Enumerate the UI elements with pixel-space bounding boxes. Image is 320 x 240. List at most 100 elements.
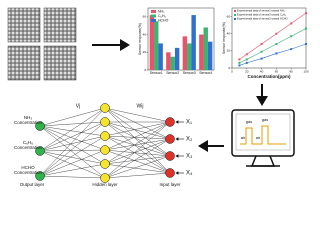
connection (39, 135, 106, 177)
output-node (35, 121, 45, 131)
x-tick-label: Sensor1 (150, 71, 163, 75)
legend-swatch (234, 14, 236, 16)
connection (104, 149, 171, 174)
input-label: X₁ (186, 120, 192, 126)
bar (182, 36, 188, 70)
connection (104, 135, 171, 174)
hidden-node (100, 117, 110, 127)
connection (39, 121, 106, 152)
hidden-node (100, 103, 110, 113)
y-tick-label: 40 (227, 32, 231, 36)
x-axis-label: Concentration(ppm) (248, 74, 291, 79)
y-tick-label: 60 (143, 15, 147, 19)
connection (104, 121, 171, 179)
monitor: gas gas air air (231, 109, 295, 167)
fit-line (239, 12, 307, 60)
output-label: Concentration (14, 170, 43, 175)
connection (39, 150, 106, 165)
y-axis-label: Sensor response(%) (138, 23, 142, 55)
bar (158, 43, 163, 70)
connection (104, 138, 171, 151)
legend-swatch (234, 10, 236, 12)
output-label: NH₃ (24, 115, 32, 120)
output-label: Concentration (14, 145, 43, 150)
hidden-node (100, 145, 110, 155)
legend-label: NH₃ (158, 9, 165, 13)
connection (104, 107, 171, 174)
hidden-node (100, 173, 110, 183)
output-label: HCHO (21, 165, 35, 170)
x-tick-label: 80 (290, 69, 294, 73)
hidden-node (100, 159, 110, 169)
y-tick-label: 0 (144, 68, 146, 72)
input-node (165, 117, 175, 127)
connection (39, 107, 106, 177)
monitor-label: air (256, 135, 261, 140)
connection (104, 107, 171, 123)
connection (39, 107, 106, 127)
weight-label: Vj (76, 103, 80, 109)
connection (104, 121, 171, 157)
connection (39, 125, 106, 137)
y-tick-label: 0 (228, 66, 230, 70)
x-tick-label: 40 (260, 69, 264, 73)
layer-label: Input layer (159, 182, 181, 187)
legend-label: Experimental data of sensor1 toward NH₃ (237, 9, 285, 13)
hidden-node (100, 131, 110, 141)
monitor-label: gas (262, 117, 268, 122)
input-label: X₂ (186, 137, 193, 143)
monitor-label: gas (246, 119, 252, 124)
output-node (35, 146, 45, 156)
output-label: C₆H₆ (23, 140, 33, 145)
legend-label: C₆H₆ (158, 14, 166, 18)
connection (104, 138, 171, 179)
y-tick-label: 60 (227, 14, 231, 18)
connection (104, 121, 171, 151)
x-tick-label: Sensor3 (183, 71, 196, 75)
y-axis-label: Sensor response(%) (222, 22, 226, 54)
x-tick-label: 20 (245, 69, 249, 73)
weight-label: Wij (137, 103, 144, 109)
fit-line (239, 43, 307, 66)
output-label: Concentration (14, 120, 43, 125)
connection (104, 163, 171, 174)
connection (39, 125, 106, 165)
connection (39, 125, 106, 179)
connection (104, 138, 171, 165)
legend-swatch (151, 14, 156, 18)
connection (104, 121, 171, 165)
y-tick-label: 20 (227, 49, 231, 53)
connection (39, 149, 106, 177)
legend-swatch (151, 10, 156, 13)
layer-label: Hidden layer (92, 182, 118, 187)
bar (166, 52, 171, 70)
connection (39, 121, 106, 127)
input-label: X₄ (186, 171, 193, 177)
input-node (165, 151, 175, 161)
bar (199, 34, 204, 70)
connection (104, 172, 171, 179)
y-tick-label: 40 (143, 32, 147, 36)
connection (39, 107, 106, 152)
connection (104, 135, 171, 140)
connection (39, 121, 106, 177)
bar (170, 56, 175, 70)
input-node (165, 134, 175, 144)
legend-swatch (151, 19, 156, 22)
plot-frame (231, 7, 307, 69)
x-tick-label: Sensor2 (166, 71, 179, 75)
bar (191, 15, 196, 70)
connection (39, 150, 106, 179)
connection (104, 107, 171, 157)
connection (104, 155, 171, 165)
x-tick-label: 60 (275, 69, 279, 73)
x-tick-label: Sensor4 (199, 71, 212, 75)
bar (174, 47, 180, 70)
connection (39, 175, 106, 179)
bar (207, 41, 213, 70)
connection (104, 149, 171, 157)
monitor-label: air (241, 135, 246, 140)
connection (104, 121, 171, 174)
plot-frame (147, 7, 215, 71)
